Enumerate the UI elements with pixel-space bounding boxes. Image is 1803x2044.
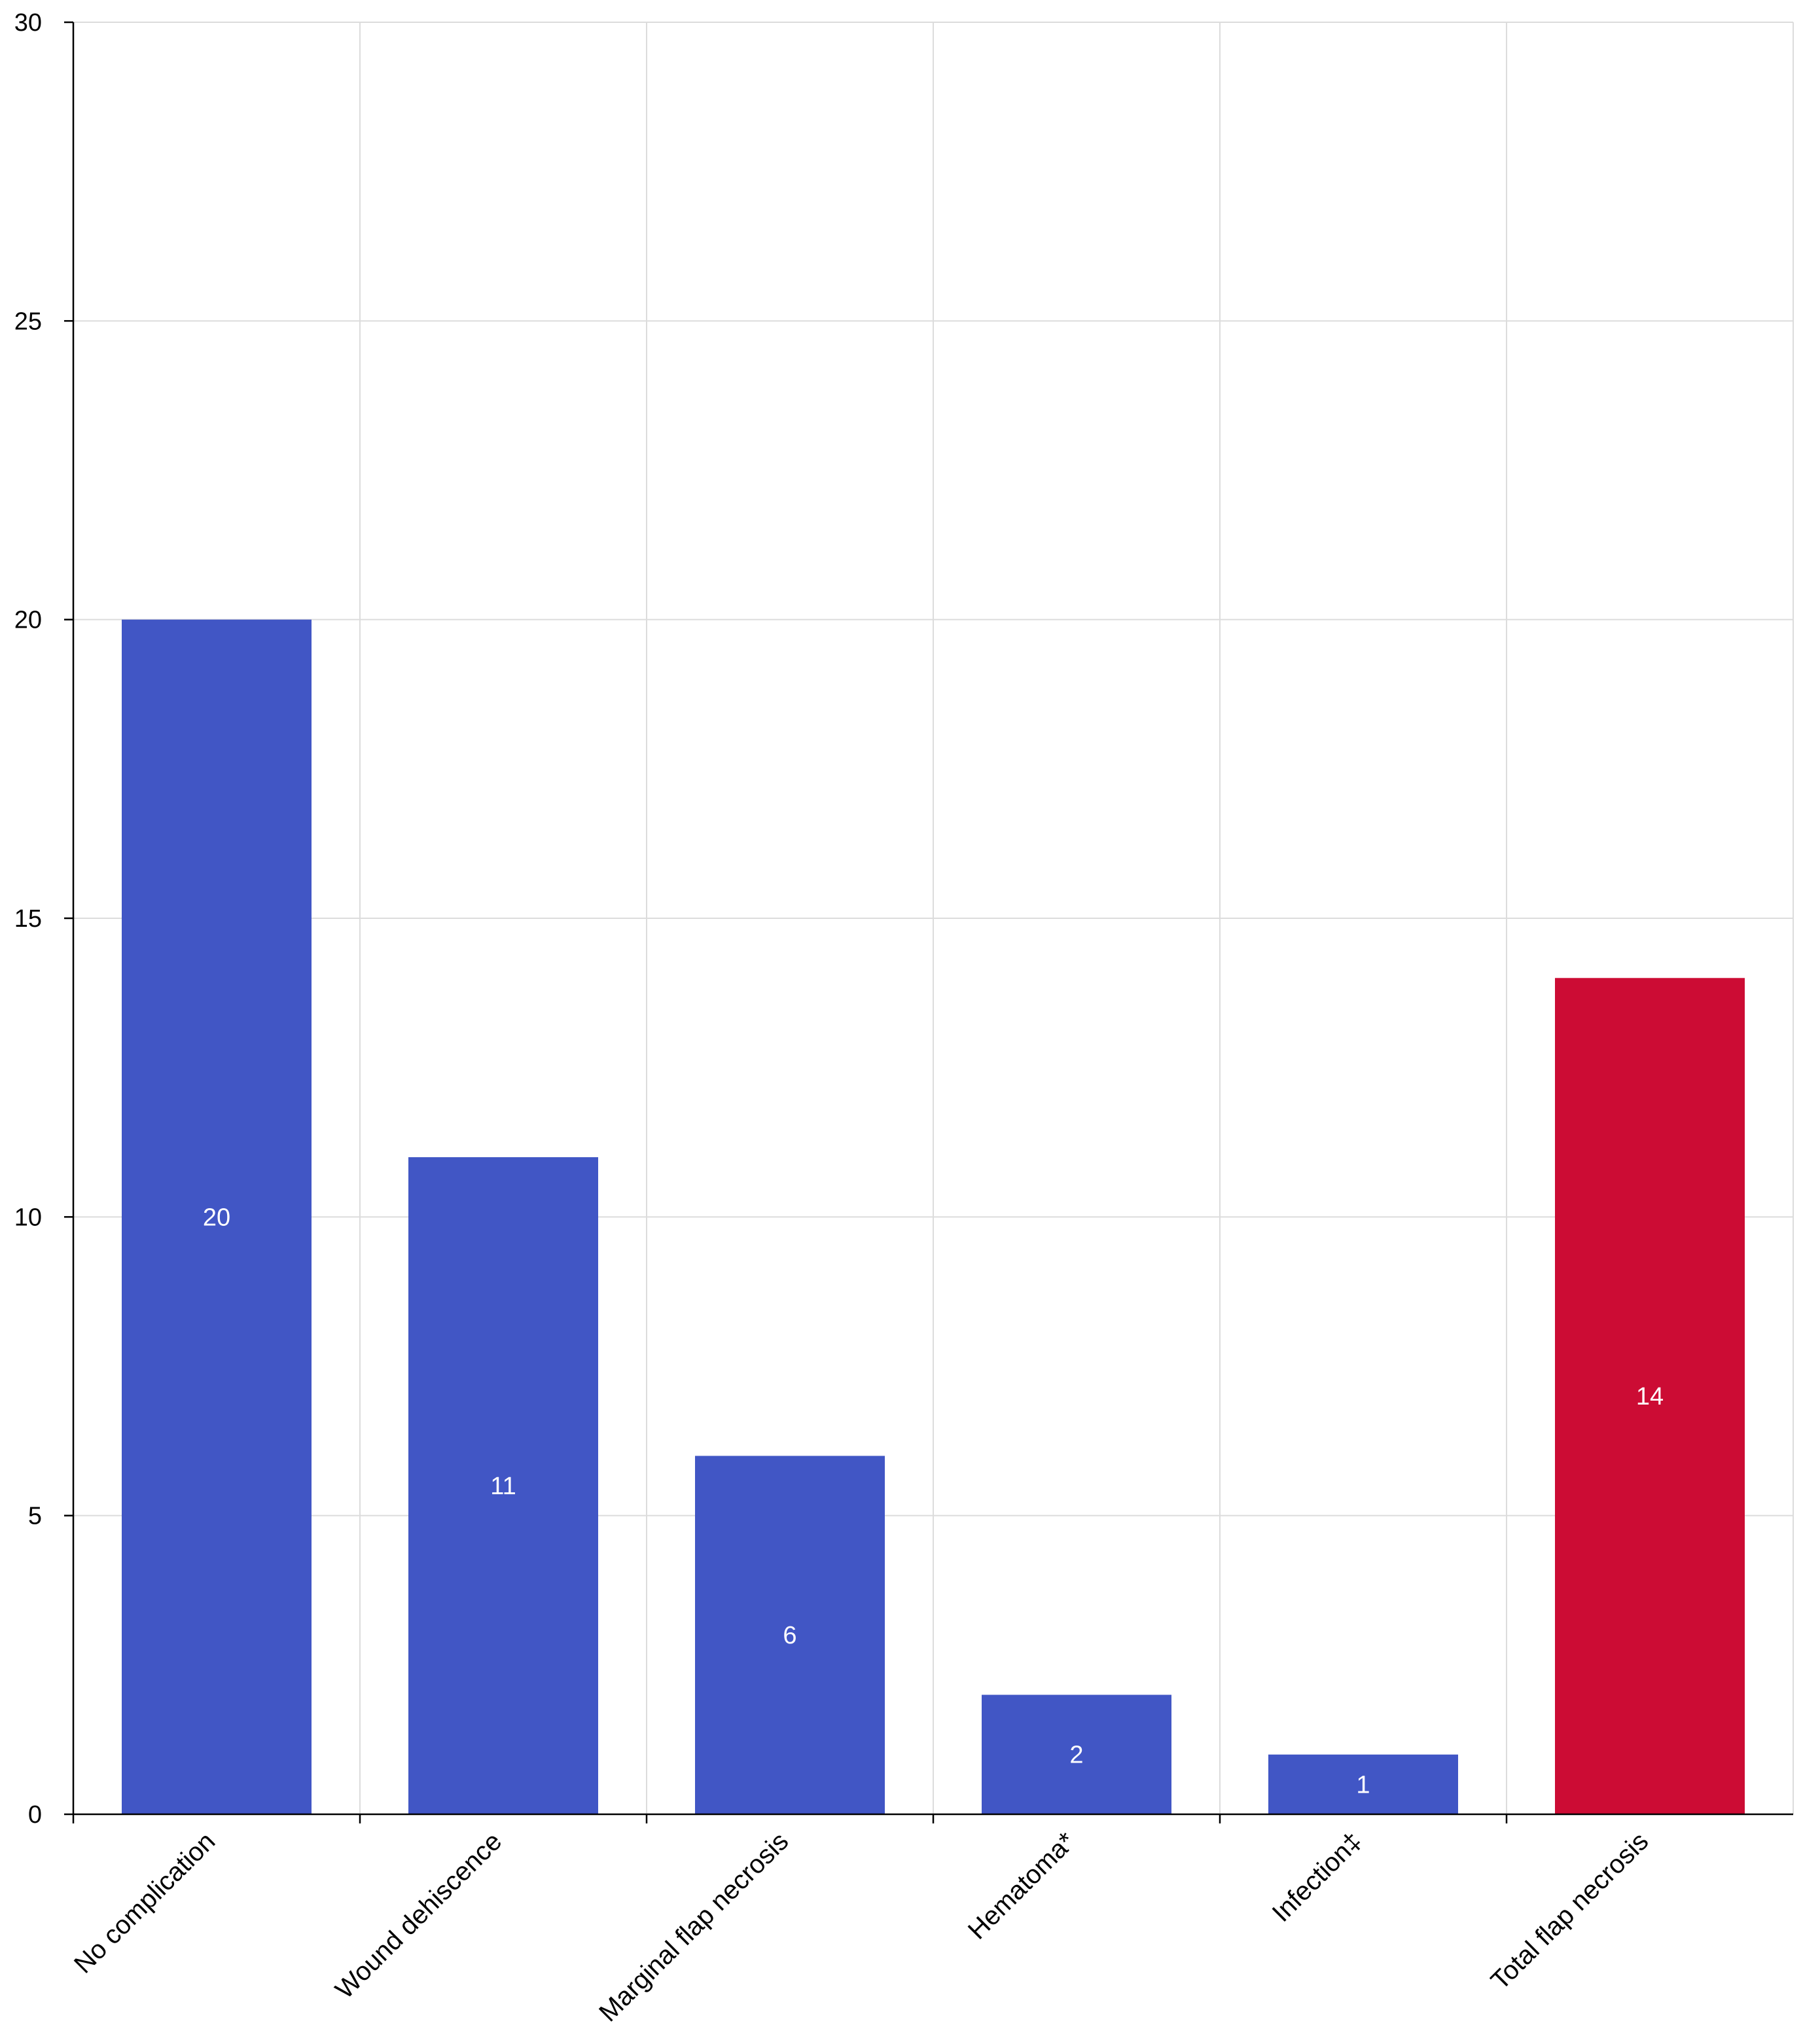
y-tick-label: 20 xyxy=(14,607,42,634)
x-tick-label: Infection‡ xyxy=(1267,1827,1368,1927)
axes xyxy=(64,21,1793,1823)
bar xyxy=(982,1694,1171,1814)
data-label: 2 xyxy=(1069,1742,1083,1769)
x-tick-label: Hematoma* xyxy=(963,1827,1080,1945)
bar xyxy=(1268,1754,1458,1814)
bar xyxy=(122,619,312,1814)
y-tick-label: 10 xyxy=(14,1204,42,1231)
data-label: 20 xyxy=(203,1204,230,1231)
data-label: 11 xyxy=(490,1473,516,1500)
data-label: 6 xyxy=(783,1622,796,1649)
y-tick-label: 30 xyxy=(14,9,42,37)
y-tick-label: 0 xyxy=(28,1801,42,1829)
bar xyxy=(695,1456,885,1814)
x-tick-label: Marginal flap necrosis xyxy=(594,1827,794,2027)
bar xyxy=(408,1157,598,1814)
x-tick-label: Wound dehiscence xyxy=(330,1827,507,2004)
data-label: 14 xyxy=(1636,1383,1664,1410)
x-tick-label: No complication xyxy=(69,1827,221,1979)
y-tick-label: 15 xyxy=(14,905,42,933)
x-tick-label: Total flap necrosis xyxy=(1486,1827,1654,1995)
grid xyxy=(73,22,1794,1814)
y-tick-label: 25 xyxy=(14,308,42,335)
data-label: 1 xyxy=(1356,1771,1370,1799)
y-tick-label: 5 xyxy=(28,1503,42,1530)
bars xyxy=(122,619,1745,1814)
bar xyxy=(1555,978,1745,1814)
